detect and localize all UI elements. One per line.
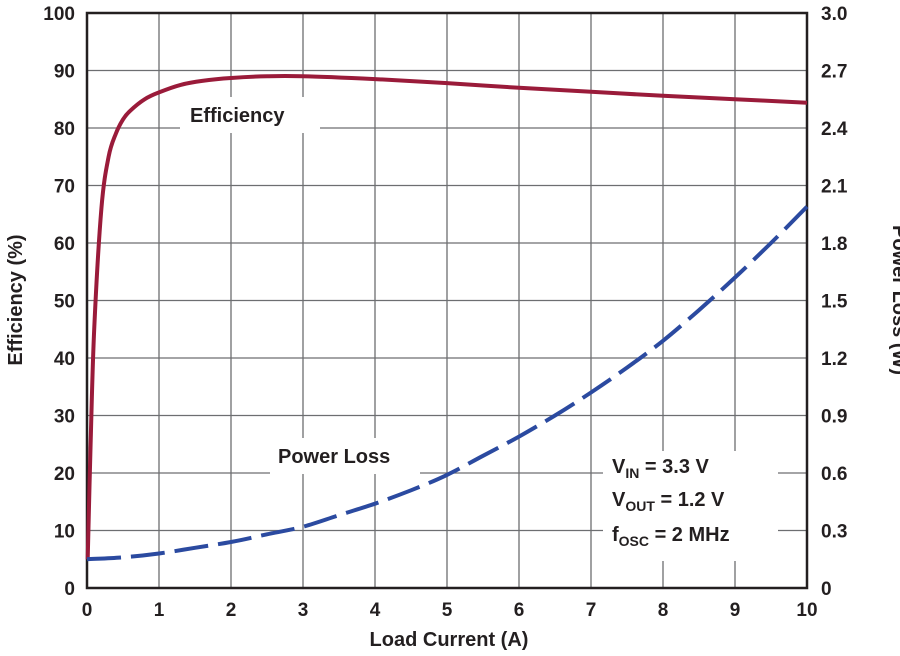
x-tick-label: 10 [796,600,817,621]
x-tick-label: 6 [514,600,525,621]
y-left-tick-label: 10 [54,522,75,543]
y-left-tick-label: 90 [54,62,75,83]
grid-lines [87,13,807,588]
x-tick-label: 0 [82,600,93,621]
efficiency-series-line [85,74,808,560]
y-left-tick-label: 100 [43,4,75,25]
x-tick-label: 5 [442,600,453,621]
condition-vout-value: = 1.2 V [655,489,725,511]
condition-vout: VOUT = 1.2 V [612,489,725,514]
x-tick-label: 8 [658,600,669,621]
condition-fosc-sub: OSC [619,533,649,549]
x-tick-label: 9 [730,600,741,621]
y-right-tick-label: 0.6 [821,464,847,485]
y-right-tick-label: 0.3 [821,522,847,543]
efficiency-label: Efficiency [190,105,285,127]
tick-labels: 0 1 2 3 4 5 6 7 8 9 10010203040506070809010000.30.… [43,4,848,621]
series-lines [85,74,809,562]
power-loss-series-line [86,205,809,562]
y-right-tick-label: 0 [821,579,832,600]
y-axis-right-title: Power Loss (W) [888,225,900,375]
condition-vin: VIN = 3.3 V [612,456,709,481]
y-right-tick-label: 0.9 [821,407,847,428]
efficiency-label-bg [180,97,320,133]
y-right-tick-label: 3.0 [821,4,847,25]
x-tick-label: 7 [586,600,597,621]
x-axis-title: Load Current (A) [370,629,529,651]
x-tick-label: 4 [370,600,381,621]
y-left-tick-label: 20 [54,464,75,485]
conditions-box-bg [603,451,778,561]
condition-vin-value: = 3.3 V [639,456,709,478]
x-tick-label: 2 [226,600,237,621]
y-right-tick-label: 2.1 [821,177,848,198]
plot-frame [85,11,809,590]
condition-fosc-main: f [612,524,619,546]
y-left-tick-label: 50 [54,292,75,313]
y-right-tick-label: 2.4 [821,119,848,140]
condition-vin-sub: IN [625,465,639,481]
condition-vout-sub: OUT [625,498,655,514]
y-axis-left-title: Efficiency (%) [5,234,27,365]
condition-vout-main: V [612,489,626,511]
condition-fosc: fOSC = 2 MHz [612,524,730,549]
y-right-tick-label: 1.5 [821,292,848,313]
power-loss-label: Power Loss [278,446,390,468]
y-right-tick-label: 1.2 [821,349,847,370]
y-left-tick-label: 60 [54,234,75,255]
y-left-tick-label: 30 [54,407,75,428]
power-loss-label-bg [270,438,420,474]
y-left-tick-label: 40 [54,349,75,370]
condition-vin-main: V [612,456,626,478]
y-left-tick-label: 0 [64,579,75,600]
y-left-tick-label: 80 [54,119,75,140]
x-tick-label: 3 [298,600,309,621]
y-left-tick-label: 70 [54,177,75,198]
y-right-tick-label: 1.8 [821,234,847,255]
y-right-tick-label: 2.7 [821,62,847,83]
condition-fosc-value: = 2 MHz [649,524,730,546]
x-tick-label: 1 [154,600,165,621]
